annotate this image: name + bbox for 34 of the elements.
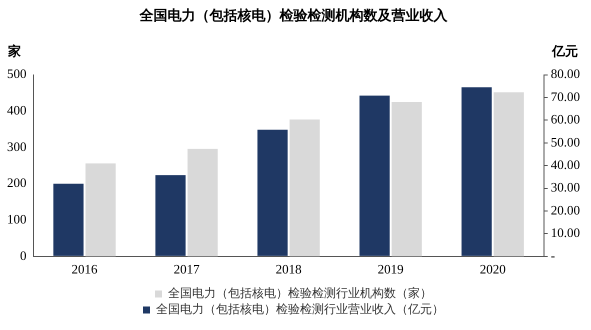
legend-label: 全国电力（包括核电）检验检测行业营业收入（亿元） (156, 302, 444, 316)
chart-title: 全国电力（包括核电）检验检测机构数及营业收入 (138, 8, 448, 24)
bar (53, 184, 84, 256)
x-tick-label: 2017 (174, 262, 200, 277)
x-tick-label: 2016 (72, 262, 98, 277)
bar (155, 175, 186, 256)
bar (462, 87, 492, 256)
y2-axis-title: 亿元 (551, 44, 578, 60)
y2-tick-label: 50.00 (550, 134, 580, 150)
y-tick-label: 200 (7, 175, 26, 190)
bar (188, 148, 218, 256)
legend-label: 全国电力（包括核电）检验检测行业机构数（家） (168, 286, 432, 300)
x-tick-label: 2020 (480, 262, 506, 277)
y-axis-title: 家 (7, 43, 21, 60)
y2-tick-label: 10.00 (550, 225, 580, 240)
y2-tick-label: 70.00 (550, 88, 580, 104)
bar (359, 96, 390, 256)
y2-tick-label: - (550, 248, 556, 263)
y2-tick-label: 40.00 (550, 157, 580, 172)
bar (257, 130, 288, 256)
x-tick-label: 2018 (276, 262, 302, 277)
y2-tick-label: 20.00 (550, 202, 580, 218)
y2-tick-label: 80.00 (550, 66, 580, 82)
y-tick-label: 300 (7, 138, 26, 154)
x-tick-label: 2019 (378, 262, 404, 277)
y2-tick-label: 60.00 (550, 112, 580, 127)
y2-tick-label: 30.00 (550, 180, 580, 195)
y-tick-label: 0 (20, 248, 26, 263)
y-tick-label: 100 (7, 212, 26, 226)
y-tick-label: 400 (7, 102, 26, 118)
bar (290, 119, 320, 256)
y-tick-label: 500 (7, 66, 26, 82)
bar (392, 102, 422, 256)
bar (494, 92, 524, 256)
